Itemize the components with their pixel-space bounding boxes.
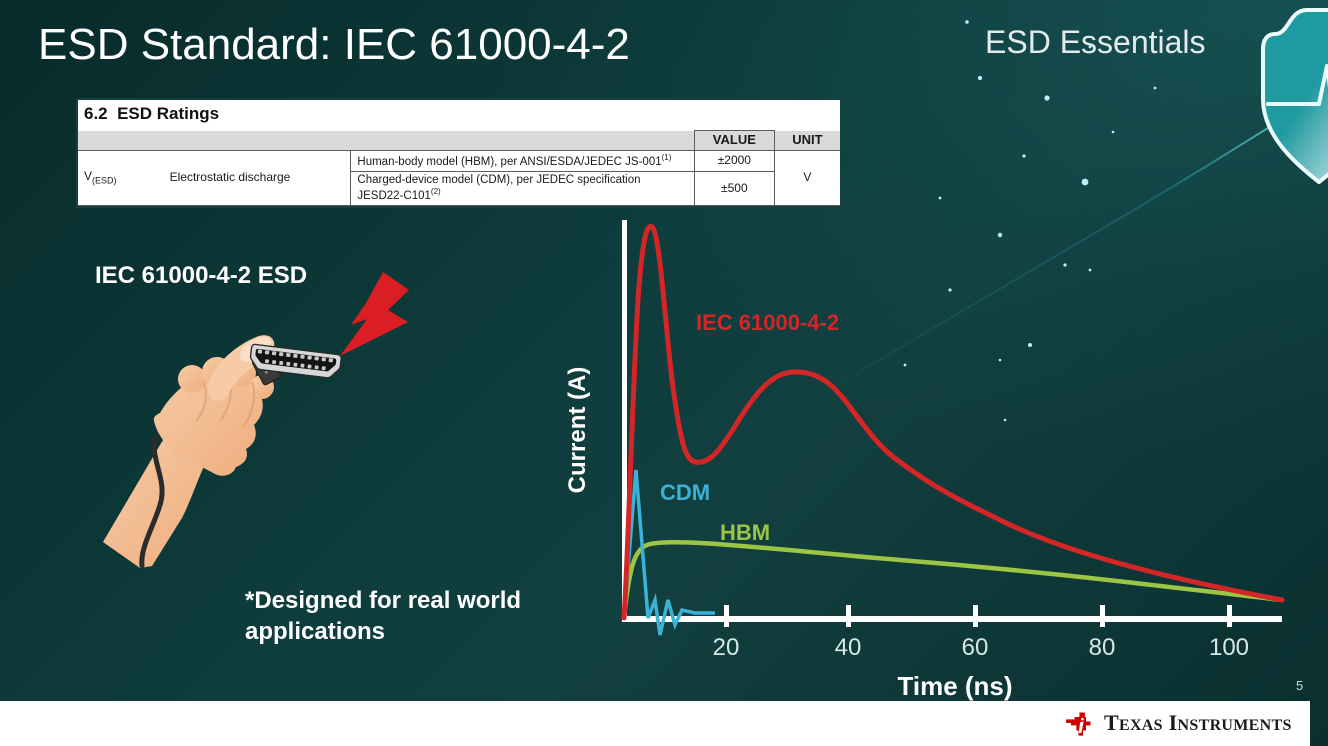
svg-text:60: 60 bbox=[962, 634, 989, 661]
svg-text:IEC 61000-4-2: IEC 61000-4-2 bbox=[696, 310, 839, 335]
svg-text:80: 80 bbox=[1089, 634, 1116, 661]
svg-text:Time (ns): Time (ns) bbox=[897, 671, 1012, 701]
svg-text:100: 100 bbox=[1209, 634, 1249, 661]
svg-text:CDM: CDM bbox=[660, 480, 710, 505]
svg-text:Current (A): Current (A) bbox=[564, 367, 591, 494]
svg-text:40: 40 bbox=[835, 634, 862, 661]
svg-text:HBM: HBM bbox=[720, 520, 770, 545]
svg-text:20: 20 bbox=[713, 634, 740, 661]
